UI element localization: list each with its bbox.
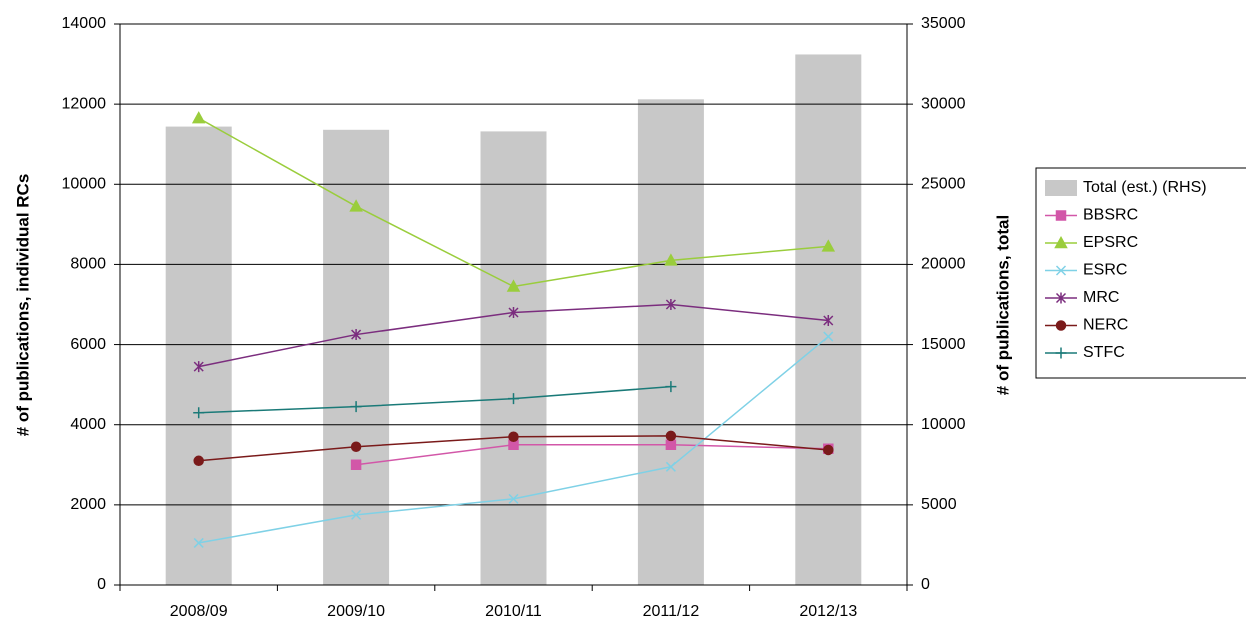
legend-marker — [1055, 292, 1067, 304]
marker — [665, 461, 676, 472]
marker — [823, 444, 834, 456]
marker — [506, 279, 521, 292]
y2-tick-label: 20000 — [921, 256, 966, 273]
marker — [349, 199, 363, 212]
x-tick-label: 2011/12 — [643, 603, 700, 620]
marker — [823, 331, 834, 342]
y-tick-label: 8000 — [70, 256, 106, 273]
legend-marker — [1055, 265, 1067, 276]
legend-marker — [1055, 320, 1067, 331]
bar — [165, 126, 232, 585]
y2-tick-label: 30000 — [921, 95, 966, 112]
marker — [664, 253, 678, 266]
marker — [665, 381, 677, 393]
bar — [637, 99, 704, 585]
y-axis-title: # of publications, individual RCs — [13, 174, 32, 437]
y2-tick-label: 35000 — [921, 15, 966, 32]
legend-label: EPSRC — [1083, 234, 1138, 251]
y-tick-label: 14000 — [62, 15, 107, 32]
marker — [665, 430, 677, 442]
legend-marker — [1055, 210, 1067, 221]
y2-tick-label: 15000 — [921, 336, 966, 353]
legend-marker — [1054, 235, 1068, 249]
legend-marker — [1055, 347, 1067, 359]
marker — [351, 509, 362, 520]
marker — [191, 111, 206, 124]
y-tick-label: 0 — [97, 576, 106, 593]
legend-label: BBSRC — [1083, 207, 1138, 224]
marker — [508, 493, 519, 504]
y-tick-label: 4000 — [70, 416, 106, 433]
bar — [480, 131, 547, 586]
x-tick-label: 2010/11 — [485, 603, 542, 620]
marker — [193, 361, 204, 373]
marker — [350, 441, 362, 452]
line — [356, 444, 829, 466]
marker — [821, 239, 836, 252]
marker — [665, 439, 677, 450]
x-tick-label: 2009/10 — [327, 603, 385, 620]
y-tick-label: 12000 — [62, 95, 107, 112]
marker — [193, 407, 205, 419]
x-tick-label: 2008/09 — [170, 603, 228, 620]
line — [198, 385, 671, 414]
y2-tick-label: 10000 — [921, 416, 966, 433]
y-tick-label: 10000 — [62, 176, 107, 193]
legend-label: MRC — [1083, 289, 1119, 306]
y2-tick-label: 5000 — [921, 496, 957, 513]
marker — [351, 329, 362, 341]
marker — [823, 315, 834, 327]
y-tick-label: 2000 — [70, 496, 106, 513]
marker — [508, 393, 519, 405]
marker — [665, 299, 676, 310]
x-tick-label: 2012/13 — [799, 603, 857, 620]
marker — [350, 401, 362, 413]
marker — [193, 537, 204, 548]
y2-tick-label: 0 — [921, 576, 930, 593]
legend-label: NERC — [1083, 317, 1128, 334]
marker — [193, 455, 204, 467]
bar — [323, 129, 390, 585]
legend-swatch — [1045, 180, 1077, 196]
y-tick-label: 6000 — [70, 336, 106, 353]
y2-axis-title: # of publications, total — [993, 215, 1012, 395]
marker — [508, 307, 519, 319]
marker — [508, 431, 519, 442]
y2-tick-label: 25000 — [921, 176, 966, 193]
legend-label: ESRC — [1083, 262, 1127, 279]
legend-label: Total (est.) (RHS) — [1083, 179, 1207, 196]
legend-box — [1035, 167, 1246, 379]
marker — [350, 459, 362, 471]
legend-label: STFC — [1083, 344, 1125, 361]
